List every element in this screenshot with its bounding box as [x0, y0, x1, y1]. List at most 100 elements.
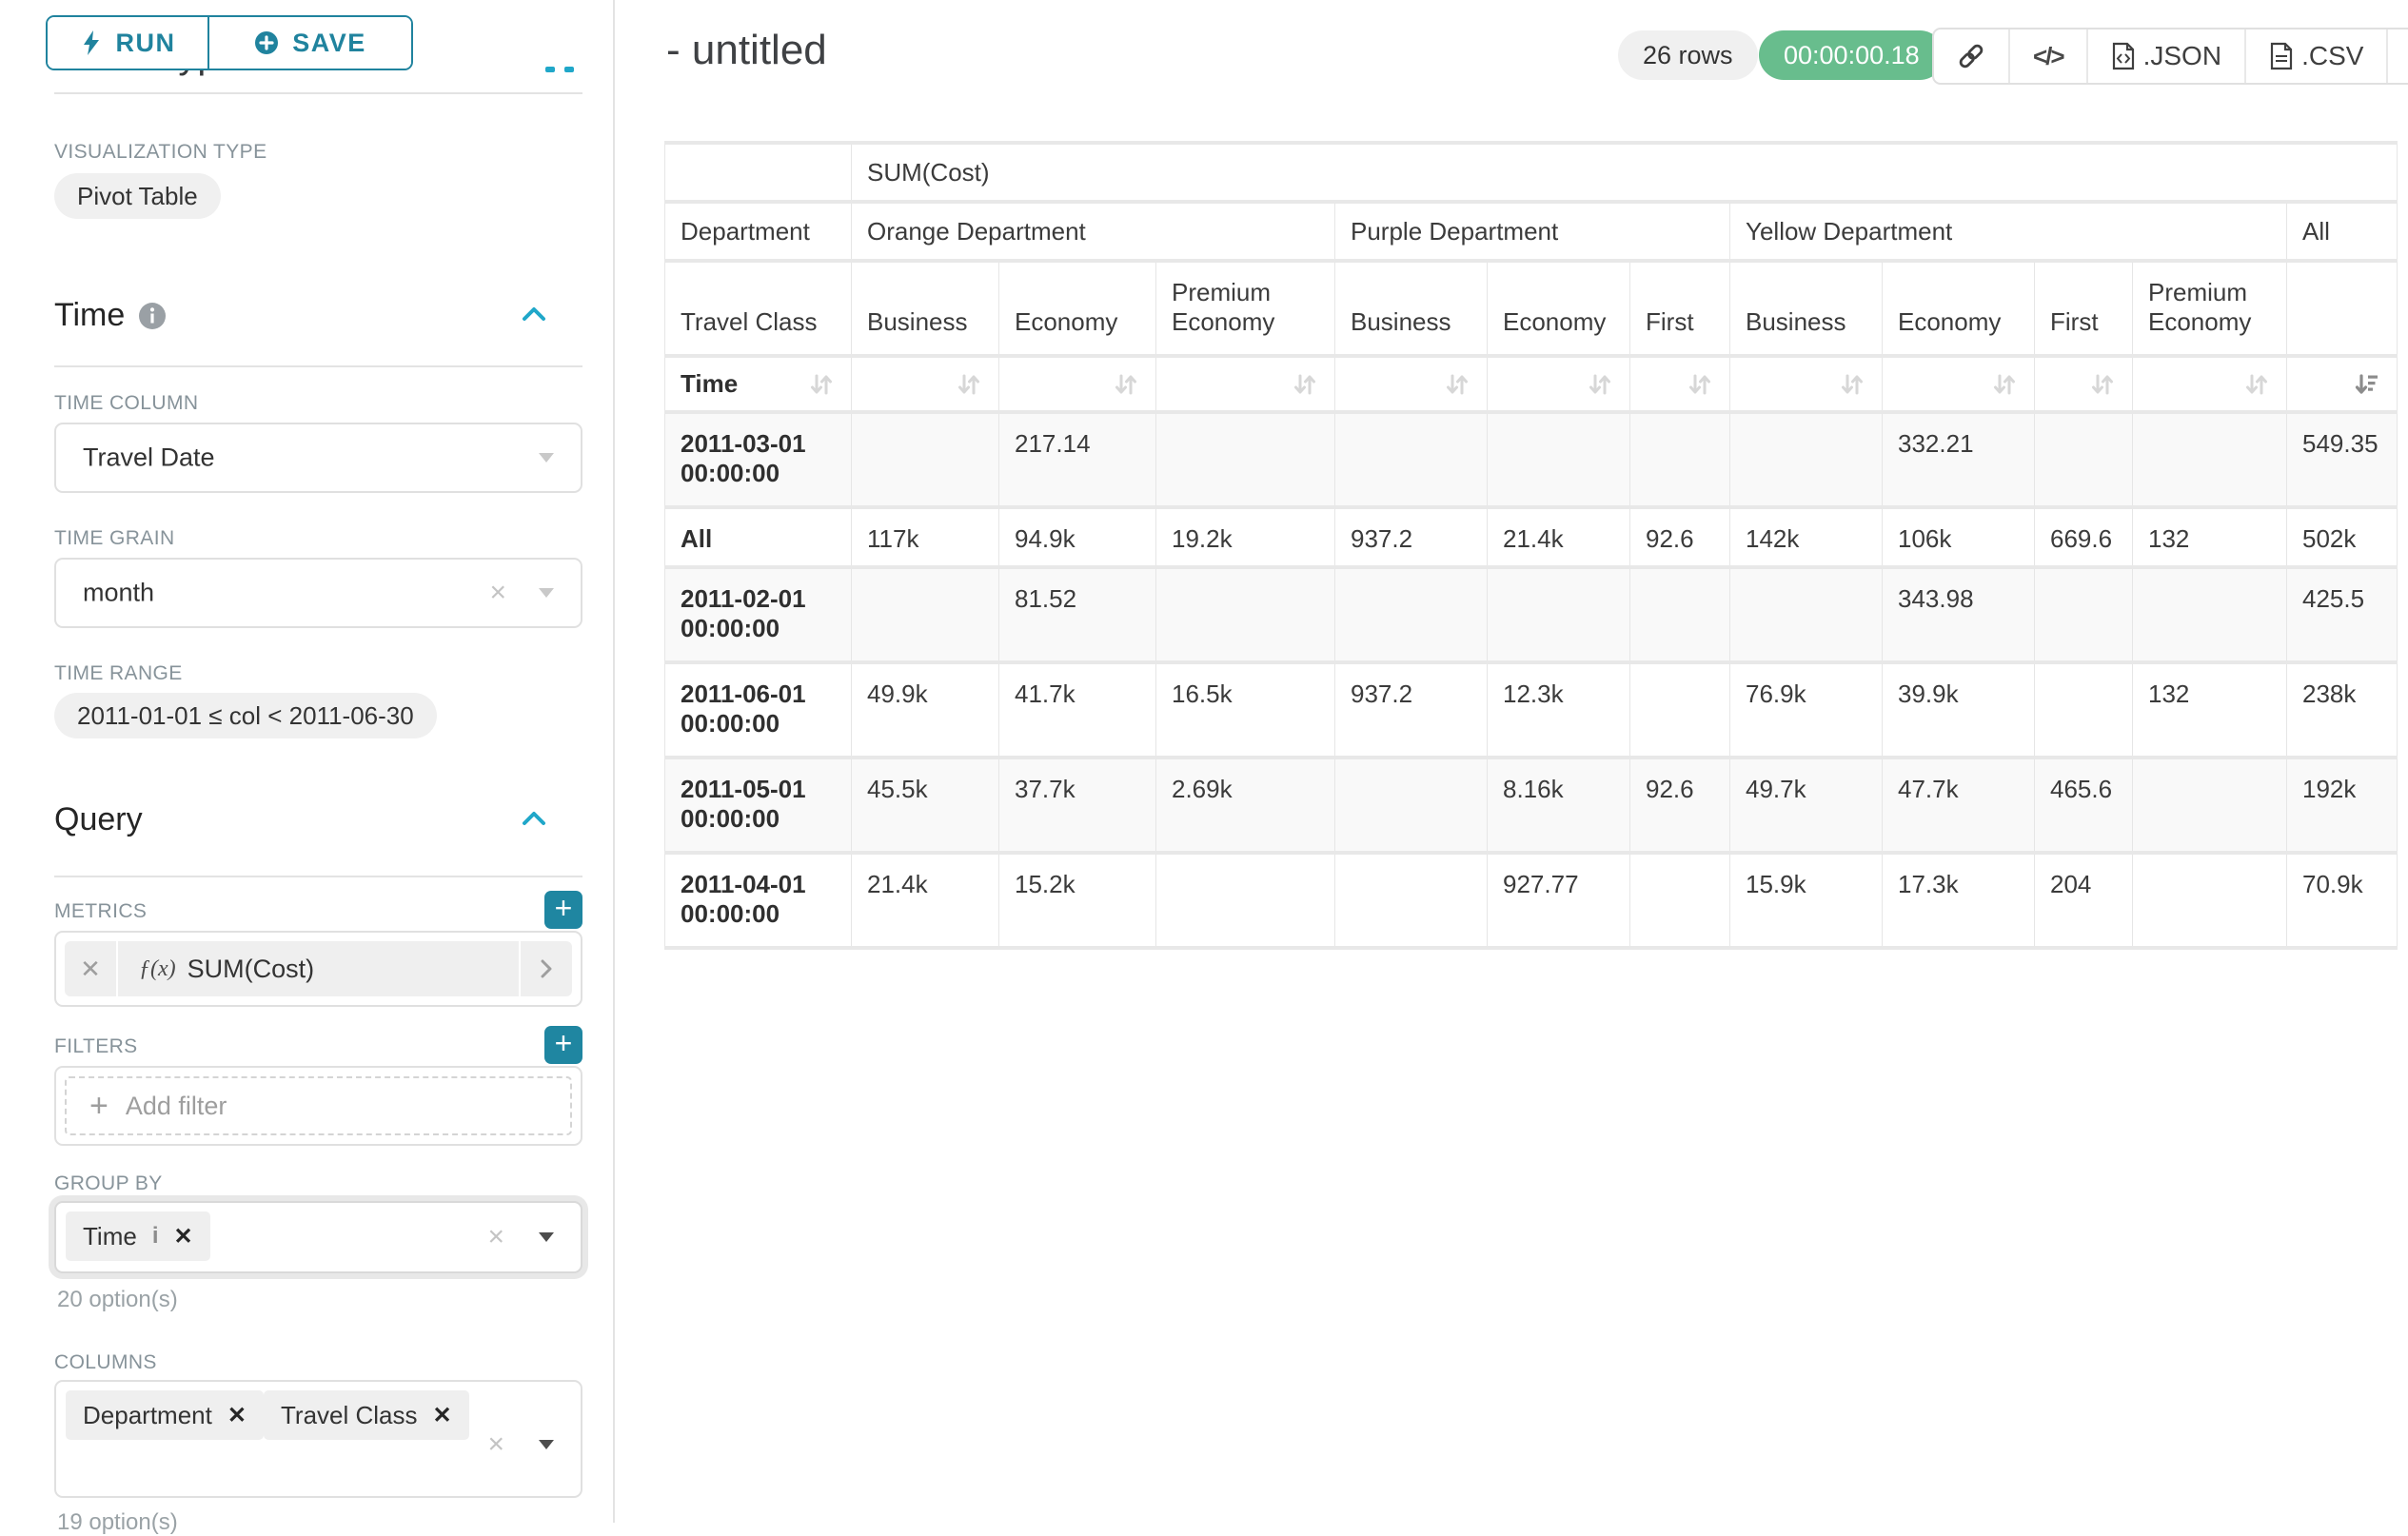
metric-pill[interactable]: ✕ ƒ(x) SUM(Cost) [65, 941, 572, 996]
add-filter-button[interactable]: + Add filter [65, 1076, 572, 1135]
collapse-chevron-icon[interactable] [518, 805, 550, 834]
visualization-type-pill[interactable]: Pivot Table [54, 173, 221, 219]
sort-icon[interactable] [955, 370, 983, 399]
travel-class-cell: Business [1334, 259, 1488, 358]
time-grain-select[interactable]: month × [54, 558, 582, 628]
row-header-cell: 2011-04-01 00:00:00 [664, 851, 852, 950]
export-csv-button[interactable]: .CSV [2244, 30, 2386, 83]
value-cell: 238k [2286, 660, 2398, 759]
remove-metric-icon[interactable]: ✕ [65, 941, 118, 996]
sort-header-cell [851, 354, 999, 414]
save-button-label: SAVE [292, 28, 366, 57]
value-cell: 49.9k [851, 660, 999, 759]
sort-icon[interactable] [1112, 370, 1140, 399]
clear-icon[interactable]: × [487, 1221, 504, 1252]
sort-icon[interactable] [1443, 370, 1471, 399]
value-cell: 15.9k [1729, 851, 1883, 950]
value-cell: 8.16k [1487, 756, 1630, 855]
value-cell [851, 565, 999, 664]
value-cell: 94.9k [998, 505, 1156, 569]
sort-header-cell [2286, 354, 2398, 414]
travel-class-cell: Business [1729, 259, 1883, 358]
value-cell [1155, 851, 1335, 950]
travel-class-cell: Economy [998, 259, 1156, 358]
row-header-cell: 2011-06-01 00:00:00 [664, 660, 852, 759]
value-cell [2034, 565, 2133, 664]
sort-icon[interactable] [1686, 370, 1714, 399]
tag-label: Department [83, 1400, 212, 1429]
value-cell: 21.4k [1487, 505, 1630, 569]
sort-icon[interactable] [1838, 370, 1866, 399]
value-cell: 47.7k [1882, 756, 2035, 855]
remove-tag-icon[interactable]: ✕ [432, 1402, 452, 1428]
time-range-pill[interactable]: 2011-01-01 ≤ col < 2011-06-30 [54, 693, 437, 738]
group-by-tag[interactable]: Time i ✕ [66, 1211, 210, 1261]
clear-icon[interactable]: × [487, 1428, 504, 1460]
add-metric-button[interactable]: + [544, 891, 582, 929]
info-icon [139, 302, 167, 329]
value-cell [1155, 410, 1335, 509]
value-cell: 45.5k [851, 756, 999, 855]
group-by-label: GROUP BY [54, 1172, 163, 1194]
value-cell: 92.6 [1629, 756, 1730, 855]
value-cell [2132, 410, 2287, 509]
section-divider [54, 365, 582, 367]
value-cell: 192k [2286, 756, 2398, 855]
table-row: 2011-02-01 00:00:00 81.52 343.98 425.5 [664, 565, 2398, 664]
value-cell: 937.2 [1334, 660, 1488, 759]
chart-title[interactable]: - untitled [666, 27, 827, 73]
group-by-select[interactable]: Time i ✕ × [54, 1201, 582, 1273]
sort-icon[interactable] [2242, 370, 2271, 399]
value-cell [1334, 756, 1488, 855]
table-row: 2011-04-01 00:00:00 21.4k 15.2k 927.77 15.9k… [664, 851, 2398, 950]
sort-icon[interactable] [1586, 370, 1614, 399]
metric-name: SUM(Cost) [187, 954, 315, 983]
sort-descending-active-icon[interactable] [2353, 370, 2381, 399]
csv-file-icon [2270, 42, 2293, 70]
metrics-label: METRICS [54, 900, 148, 922]
value-cell [1629, 660, 1730, 759]
expand-metric-icon[interactable] [519, 941, 572, 996]
clear-icon[interactable]: × [489, 577, 506, 608]
results-menu-button[interactable] [2386, 30, 2408, 83]
tag-label: Time [83, 1221, 137, 1250]
value-cell: 549.35 [2286, 410, 2398, 509]
row-header-cell: 2011-03-01 00:00:00 [664, 410, 852, 509]
copy-link-button[interactable] [1934, 30, 2008, 83]
embed-code-button[interactable]: </> [2008, 30, 2086, 83]
sort-icon[interactable] [2088, 370, 2117, 399]
value-cell: 76.9k [1729, 660, 1883, 759]
columns-select[interactable]: Department ✕ Travel Class ✕ × [54, 1380, 582, 1498]
travel-class-cell: Economy [1487, 259, 1630, 358]
collapse-chevron-icon[interactable] [518, 301, 550, 329]
sort-icon[interactable] [1291, 370, 1319, 399]
row-header-cell: 2011-05-01 00:00:00 [664, 756, 852, 855]
time-section-title: Time [54, 297, 126, 333]
sort-header-cell [1882, 354, 2035, 414]
sort-icon[interactable] [1990, 370, 2019, 399]
value-cell [1155, 565, 1335, 664]
remove-tag-icon[interactable]: ✕ [173, 1223, 193, 1250]
sort-header-cell [1629, 354, 1730, 414]
columns-tag[interactable]: Department ✕ [66, 1390, 264, 1440]
value-cell [1334, 410, 1488, 509]
export-json-button[interactable]: .JSON [2085, 30, 2244, 83]
query-section-header: Query [54, 801, 582, 838]
travel-class-dimension-cell: Travel Class [664, 259, 852, 358]
value-cell: 81.52 [998, 565, 1156, 664]
table-row: 2011-06-01 00:00:00 49.9k 41.7k 16.5k 937.2 1… [664, 660, 2398, 759]
columns-options-hint: 19 option(s) [57, 1509, 178, 1535]
time-dimension-cell: Time [664, 354, 852, 414]
chevron-down-icon [539, 1232, 554, 1242]
value-cell: 2.69k [1155, 756, 1335, 855]
time-column-select[interactable]: Travel Date [54, 423, 582, 493]
value-cell: 132 [2132, 505, 2287, 569]
run-button[interactable]: RUN [48, 17, 209, 69]
value-cell: 17.3k [1882, 851, 2035, 950]
value-cell: 332.21 [1882, 410, 2035, 509]
add-filter-plus-button[interactable]: + [544, 1026, 582, 1064]
save-button[interactable]: SAVE [209, 17, 411, 69]
remove-tag-icon[interactable]: ✕ [227, 1402, 247, 1428]
sort-icon[interactable] [807, 370, 836, 399]
columns-tag[interactable]: Travel Class ✕ [264, 1390, 469, 1440]
